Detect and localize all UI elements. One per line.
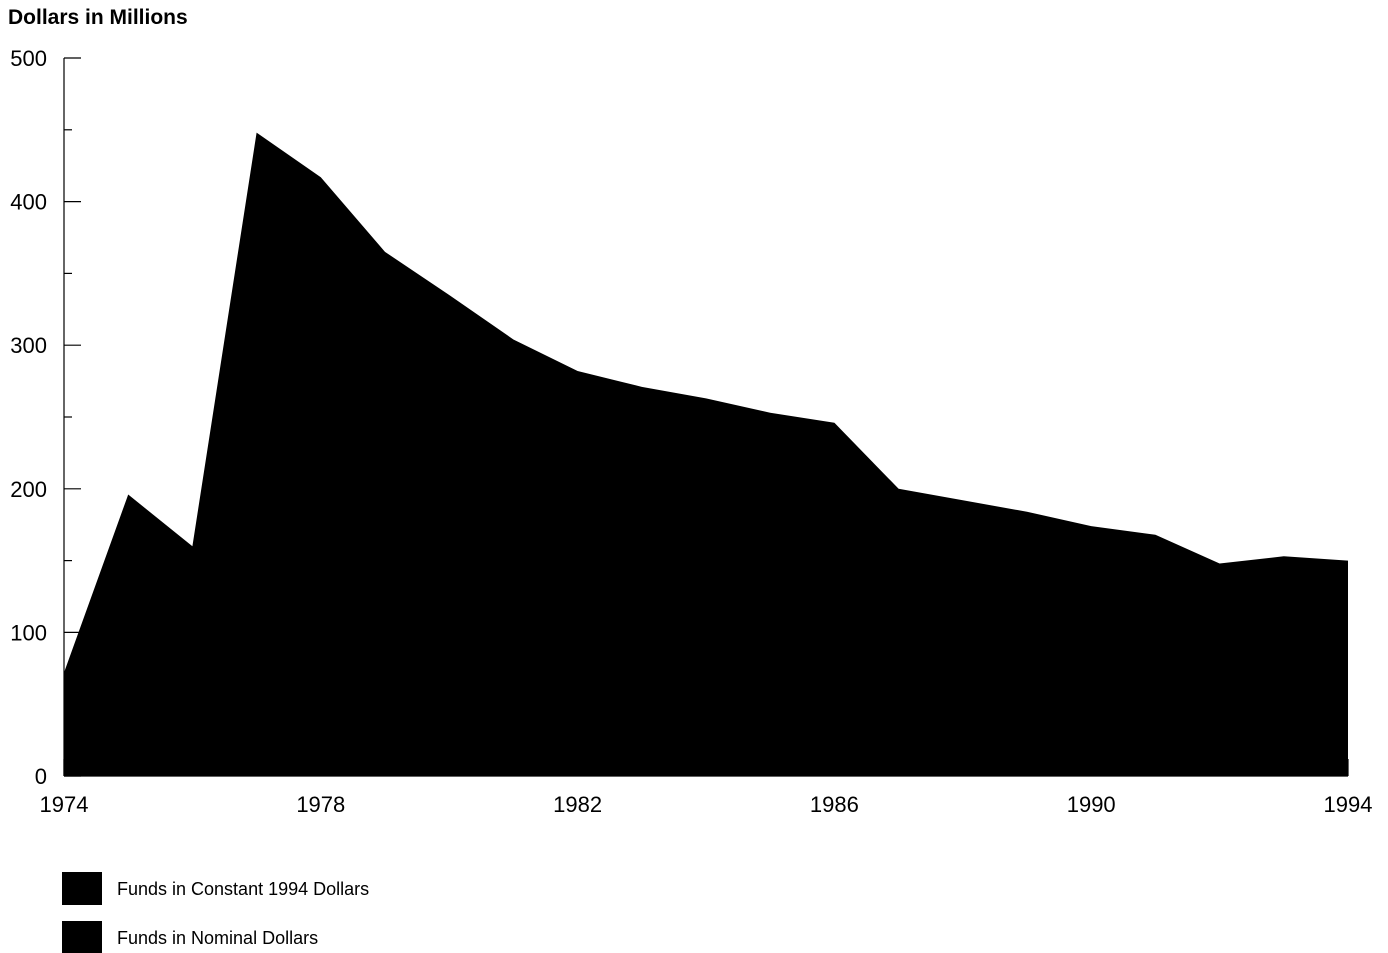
y-tick-label: 400	[10, 190, 47, 215]
x-tick-label: 1994	[1324, 792, 1373, 817]
axes: 0 100 200 300 400 500 1974 1978 1982 1986 1990 1994	[10, 46, 1372, 817]
x-tick-label: 1990	[1067, 792, 1116, 817]
x-tick-label: 1982	[553, 792, 602, 817]
legend-label-2: Funds in Nominal Dollars	[117, 928, 318, 948]
legend-swatch-2	[62, 921, 102, 953]
area-series-1	[64, 132, 1348, 777]
y-tick-label: 0	[35, 764, 47, 789]
legend: Funds in Constant 1994 Dollars Funds in N…	[62, 872, 369, 953]
y-axis-title: Dollars in Millions	[8, 6, 188, 29]
y-tick-label: 200	[10, 477, 47, 502]
x-tick-label: 1978	[296, 792, 345, 817]
x-tick-label: 1974	[40, 792, 89, 817]
legend-swatch-1	[62, 872, 102, 905]
y-tick-label: 100	[10, 620, 47, 645]
y-tick-label: 300	[10, 333, 47, 358]
y-tick-label: 500	[10, 46, 47, 71]
plot-area	[64, 132, 1348, 777]
x-tick-label: 1986	[810, 792, 859, 817]
legend-label-1: Funds in Constant 1994 Dollars	[117, 879, 369, 899]
